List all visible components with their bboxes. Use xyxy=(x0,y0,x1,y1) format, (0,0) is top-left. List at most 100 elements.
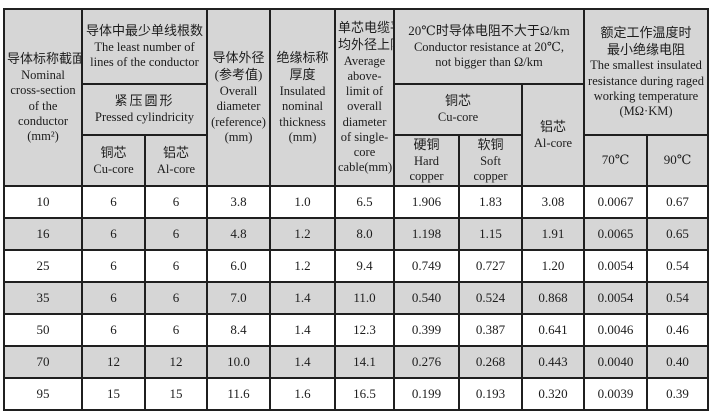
table-cell: 1.906 xyxy=(393,185,460,220)
header-insulation-resistance-en: The smallest insulated resistance during… xyxy=(588,58,704,103)
table-cell: 12.3 xyxy=(334,313,395,348)
header-conductor-resistance-zh: 20℃时导体电阻不大于Ω/km xyxy=(408,22,570,38)
table-cell: 16 xyxy=(3,217,83,252)
table-cell: 4.8 xyxy=(206,217,271,252)
header-count-al-en: Al-core xyxy=(156,161,196,176)
table-cell: 1.4 xyxy=(269,313,336,348)
table-cell: 95 xyxy=(3,377,83,411)
header-least-lines-zh: 导体中最少单线根数 xyxy=(85,22,203,38)
header-hard-copper-en: Hard copper xyxy=(409,153,444,184)
table-cell: 9.4 xyxy=(334,249,395,284)
table-cell: 1.6 xyxy=(269,377,336,411)
header-soft-copper: 软铜 Soft copper xyxy=(458,133,523,188)
table-header: 导体标称截面 Nominal cross-section of the cond… xyxy=(3,7,709,188)
header-temp-70-label: 70℃ xyxy=(601,152,630,168)
table-cell: 0.54 xyxy=(646,249,709,284)
table-cell: 0.320 xyxy=(521,377,585,411)
header-resistance-cu-core: 铜芯 Cu-core xyxy=(393,83,523,136)
table-row: 16 6 6 4.8 1.2 8.0 1.198 1.15 1.91 0.0065 0.65 xyxy=(3,217,709,252)
header-count-al-core: 铝芯 Al-core xyxy=(144,133,208,188)
table-cell: 11.6 xyxy=(206,377,271,411)
table-cell: 6.5 xyxy=(334,185,395,220)
table-cell: 6 xyxy=(81,185,146,220)
header-soft-copper-en: Soft copper xyxy=(473,153,508,184)
table-cell: 1.20 xyxy=(521,249,585,284)
table-cell: 1.4 xyxy=(269,345,336,380)
header-count-al-zh: 铝芯 xyxy=(162,144,189,160)
header-insulation-resistance: 额定工作温度时 最小绝缘电阻 The smallest insulated re… xyxy=(583,8,709,136)
table-cell: 0.46 xyxy=(646,313,709,348)
header-overall-diameter-en: Overall diameter (reference) (mm) xyxy=(211,84,266,144)
table-row: 35 6 6 7.0 1.4 11.0 0.540 0.524 0.868 0.0054 0.54 xyxy=(3,281,709,316)
table-cell: 70 xyxy=(3,345,83,380)
header-insulation-resistance-zh1: 额定工作温度时 xyxy=(600,24,692,40)
table-body: 10 6 6 3.8 1.0 6.5 1.906 1.83 3.08 0.0067 0.67 16 6 6… xyxy=(3,185,709,411)
header-average-limit-zh2: 均外径上限 xyxy=(338,36,392,52)
header-row-middle: 紧压圆形 Pressed cylindricity 铜芯 Cu-core 铝芯 … xyxy=(4,82,708,188)
conductor-spec-table: 导体标称截面 Nominal cross-section of the cond… xyxy=(3,7,709,411)
table-cell: 0.0046 xyxy=(583,313,648,348)
table-row: 95 15 15 11.6 1.6 16.5 0.199 0.193 0.320 0.0039 0.… xyxy=(3,377,709,411)
header-conductor-resistance: 20℃时导体电阻不大于Ω/km Conductor resistance at … xyxy=(393,8,585,85)
header-average-limit-en: Average above-limit of overall diameter … xyxy=(338,53,393,175)
header-insulation-resistance-unit: (MΩ·KM) xyxy=(619,104,673,119)
table-cell: 15 xyxy=(144,377,208,411)
header-soft-copper-zh: 软铜 xyxy=(477,137,504,152)
table-cell: 0.0067 xyxy=(583,185,648,220)
header-hard-copper-zh: 硬铜 xyxy=(413,137,440,152)
header-least-lines-en: The least number of lines of the conduct… xyxy=(90,39,199,69)
table-cell: 10 xyxy=(3,185,83,220)
header-resistance-cu-zh: 铜芯 xyxy=(444,93,471,109)
header-pressed-zh: 紧压圆形 xyxy=(114,93,175,109)
table-cell: 0.0065 xyxy=(583,217,648,252)
table-cell: 0.387 xyxy=(458,313,523,348)
table-cell: 6 xyxy=(81,249,146,284)
table-cell: 0.199 xyxy=(393,377,460,411)
header-hard-copper: 硬铜 Hard copper xyxy=(393,133,460,188)
table-cell: 0.868 xyxy=(521,281,585,316)
table-cell: 12 xyxy=(144,345,208,380)
header-row-bottom: 铜芯 Cu-core 铝芯 Al-core 硬铜 Hard copper 软铜 … xyxy=(4,133,709,188)
table-cell: 3.08 xyxy=(521,185,585,220)
header-nominal-unit: (mm²) xyxy=(27,129,59,144)
header-insulation-resistance-zh2: 最小绝缘电阻 xyxy=(606,41,685,57)
header-least-lines: 导体中最少单线根数 The least number of lines of t… xyxy=(81,8,208,85)
table-cell: 1.83 xyxy=(458,185,523,220)
header-count-cu-en: Cu-core xyxy=(93,161,134,176)
table-cell: 0.524 xyxy=(458,281,523,316)
table-cell: 16.5 xyxy=(334,377,395,411)
table-cell: 6 xyxy=(144,217,208,252)
table-cell: 0.0054 xyxy=(583,281,648,316)
header-resistance-al-en: Al-core xyxy=(533,136,573,151)
table-cell: 6 xyxy=(144,313,208,348)
header-insulated-thickness-zh2: 厚度 xyxy=(289,67,316,83)
table-cell: 1.0 xyxy=(269,185,336,220)
header-pressed-cylindricity: 紧压圆形 Pressed cylindricity xyxy=(81,83,208,136)
table-cell: 1.91 xyxy=(521,217,585,252)
header-insulated-thickness: 绝缘标称 厚度 Insulated nominal thickness (mm) xyxy=(269,7,336,188)
table-cell: 11.0 xyxy=(334,281,395,316)
header-conductor-resistance-en2: not bigger than Ω/km xyxy=(435,54,543,69)
header-temp-70: 70℃ xyxy=(583,133,648,188)
table-cell: 0.443 xyxy=(521,345,585,380)
table-cell: 15 xyxy=(81,377,146,411)
table-cell: 7.0 xyxy=(206,281,271,316)
table-row: 10 6 6 3.8 1.0 6.5 1.906 1.83 3.08 0.0067 0.67 xyxy=(3,185,709,220)
table-cell: 10.0 xyxy=(206,345,271,380)
table-cell: 0.276 xyxy=(393,345,460,380)
table-cell: 3.8 xyxy=(206,185,271,220)
table-cell: 6 xyxy=(144,281,208,316)
table-row: 70 12 12 10.0 1.4 14.1 0.276 0.268 0.443 0.0040 0.… xyxy=(3,345,709,380)
table-cell: 0.54 xyxy=(646,281,709,316)
table-cell: 1.15 xyxy=(458,217,523,252)
table-cell: 12 xyxy=(81,345,146,380)
header-resistance-cu-en: Cu-core xyxy=(437,110,479,125)
table-cell: 0.0039 xyxy=(583,377,648,411)
header-nominal-zh: 导体标称截面 xyxy=(7,51,82,67)
header-temp-90: 90℃ xyxy=(646,133,709,188)
table-cell: 6 xyxy=(81,313,146,348)
table-cell: 0.40 xyxy=(646,345,709,380)
table-cell: 14.1 xyxy=(334,345,395,380)
table-cell: 1.2 xyxy=(269,249,336,284)
